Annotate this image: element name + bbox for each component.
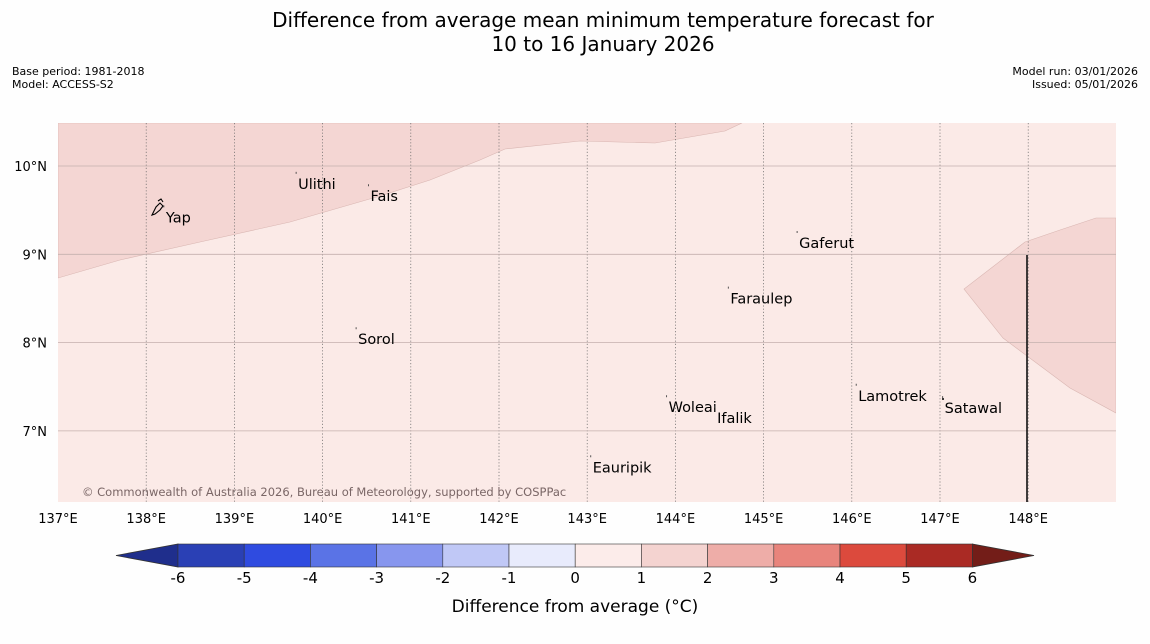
colorbar-tick-label: -5 (237, 569, 252, 587)
lon-tick-label: 140°E (303, 512, 343, 527)
colorbar-tick-label: 3 (769, 569, 779, 587)
lat-tick-label: 9°N (23, 248, 48, 263)
anomaly-zone-east (963, 217, 1116, 414)
place-label-satawal: Satawal (945, 401, 1002, 417)
lon-tick-label: 148°E (1008, 512, 1048, 527)
colorbar-bin (773, 543, 841, 568)
colorbar-tick-label: -1 (502, 569, 517, 587)
place-label-gaferut: Gaferut (799, 236, 854, 252)
lon-tick-label: 141°E (391, 512, 431, 527)
colorbar-tick-label: 5 (901, 569, 911, 587)
place-label-faraulep: Faraulep (730, 292, 792, 308)
lon-tick-label: 138°E (126, 512, 166, 527)
lat-tick-label: 7°N (23, 425, 48, 440)
lon-tick-label: 144°E (656, 512, 696, 527)
place-label-sorol: Sorol (358, 332, 395, 348)
model-text: Model: ACCESS-S2 (12, 78, 114, 91)
colorbar-tick-label: 4 (835, 569, 845, 587)
colorbar-tick-label: -3 (369, 569, 384, 587)
base-period-text: Base period: 1981-2018 (12, 65, 145, 78)
colorbar-bin (839, 543, 907, 568)
yap-island-shape (150, 198, 164, 216)
meta-right: Model run: 03/01/2026 Issued: 05/01/2026 (1012, 65, 1138, 91)
place-label-woleai: Woleai (669, 400, 717, 416)
place-label-eauripik: Eauripik (593, 460, 652, 476)
colorbar-tick-label: -4 (303, 569, 318, 587)
title-line-1: Difference from average mean minimum tem… (272, 8, 934, 32)
lon-tick-label: 147°E (920, 512, 960, 527)
colorbar-bin (442, 543, 510, 568)
model-run-text: Model run: 03/01/2026 (1012, 65, 1138, 78)
place-label-ulithi: Ulithi (298, 177, 336, 193)
colorbar-extend-low (115, 543, 179, 568)
lon-tick-label: 145°E (744, 512, 784, 527)
colorbar-bin (641, 543, 708, 568)
issued-text: Issued: 05/01/2026 (1031, 78, 1138, 91)
colorbar-tick-label: 2 (703, 569, 713, 587)
lon-tick-label: 139°E (215, 512, 255, 527)
place-label-fais: Fais (370, 189, 397, 205)
colorbar-bin (508, 543, 576, 568)
colorbar-tick-label: -6 (171, 569, 186, 587)
colorbar-bin (376, 543, 444, 568)
colorbar-tick-label: -2 (435, 569, 450, 587)
lon-tick-label: 146°E (832, 512, 872, 527)
lon-tick-label: 143°E (567, 512, 607, 527)
copyright-text: © Commonwealth of Australia 2026, Bureau… (82, 485, 566, 499)
colorbar-bin (243, 543, 311, 568)
colorbar-title: Difference from average (°C) (452, 597, 699, 617)
colorbar-tick-label: 6 (968, 569, 978, 587)
colorbar-bin (905, 543, 973, 568)
colorbar-bin (574, 543, 642, 568)
place-label-yap: Yap (165, 210, 191, 226)
colorbar-bin (310, 543, 377, 568)
meta-left: Base period: 1981-2018 Model: ACCESS-S2 (12, 65, 144, 91)
colorbar: -6 -5 -4 -3 -2 -1 0 1 2 3 4 5 6 Difference from avera… (115, 543, 1035, 617)
lat-tick-label: 10°N (14, 160, 47, 175)
colorbar-bin (177, 543, 245, 568)
colorbar-extend-high (972, 543, 1035, 568)
island-dot (942, 398, 944, 400)
lon-tick-label: 137°E (38, 512, 78, 527)
anomaly-zone-northwest (58, 123, 743, 279)
colorbar-bin (707, 543, 775, 568)
lat-tick-label: 8°N (23, 337, 48, 352)
title-line-2: 10 to 16 January 2026 (491, 32, 715, 56)
lon-tick-label: 142°E (479, 512, 519, 527)
map-area: Yap Ulithi Fais Gaferut Faraulep Sorol Lamotre… (58, 123, 1116, 502)
colorbar-tick-label: 1 (637, 569, 647, 587)
chart-title: Difference from average mean minimum tem… (0, 8, 1150, 56)
colorbar-tick-label: 0 (570, 569, 580, 587)
place-label-ifalik: Ifalik (717, 411, 752, 427)
place-label-lamotrek: Lamotrek (858, 389, 927, 405)
